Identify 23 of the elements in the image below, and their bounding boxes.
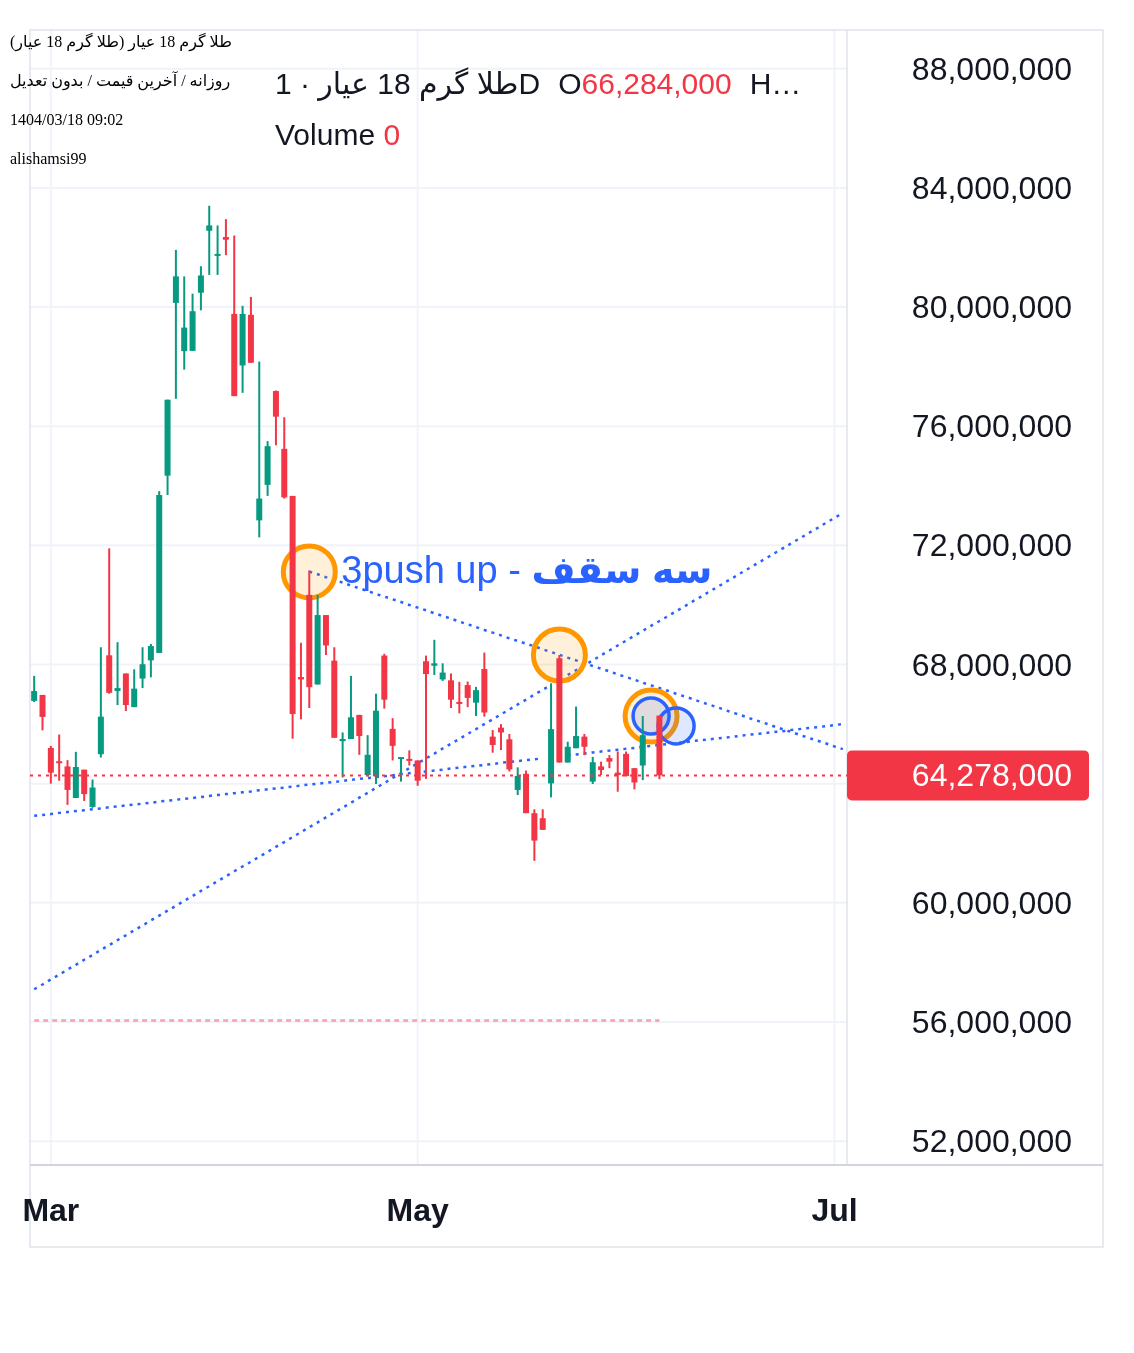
annotation: H… [749,66,802,102]
annotation: Volume 0 [275,117,401,153]
annotation: طلا گرم 18 عیار (طلا گرم 18 عیار) [10,32,232,52]
annotation: O66,284,000 [558,66,732,102]
y-tick-label: 68,000,000 [911,646,1072,683]
y-tick-label: 72,000,000 [911,527,1072,564]
ref-line-label: 64,278,000 [911,757,1072,794]
point [656,706,696,746]
y-tick-label: 88,000,000 [911,50,1072,87]
y-tick-label: 52,000,000 [911,1123,1072,1160]
x-tick-label: Jul [811,1192,858,1228]
y-tick-label: 84,000,000 [911,169,1072,206]
x-tick-label: Mar [22,1192,80,1228]
annotation: 1404/03/18 09:02 [10,110,124,130]
annotation: طلا گرم 18 عیار · 1D [275,66,541,102]
y-tick-label: 76,000,000 [911,408,1072,445]
y-tick-label: 56,000,000 [911,1004,1072,1041]
annotation: alishamsi99 [10,149,87,169]
point [530,626,588,684]
x-tick-label: May [386,1192,449,1228]
y-tick-label: 80,000,000 [911,289,1072,326]
y-tick-label: 60,000,000 [911,884,1072,921]
annotation: روزانه / آخرین قیمت / بدون تعدیل [10,71,231,91]
